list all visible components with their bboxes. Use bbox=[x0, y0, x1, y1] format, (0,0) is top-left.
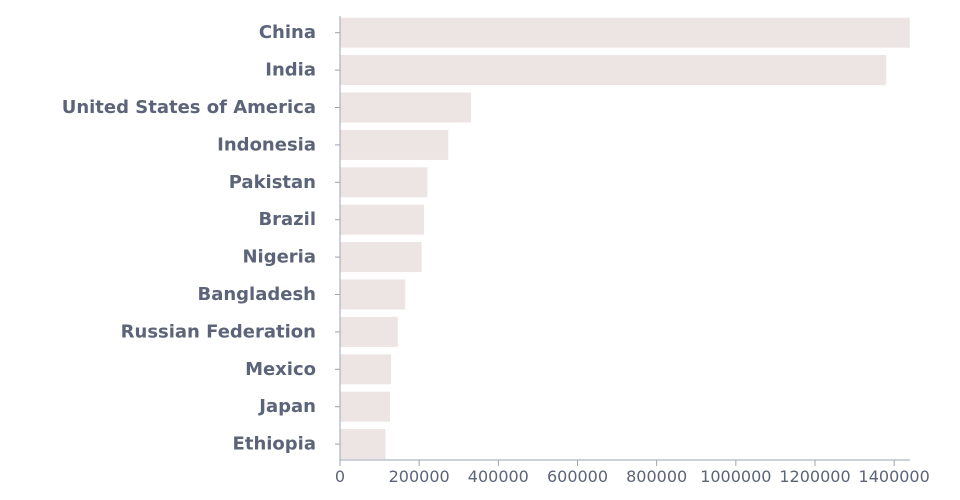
x-axis: 0 200000 400000 600000 800000 1000000 1200000 1… bbox=[335, 459, 930, 486]
bar-india bbox=[340, 55, 887, 86]
x-tick-label: 800000 bbox=[626, 467, 687, 486]
bar-russian-federation bbox=[340, 316, 398, 347]
category-label: Pakistan bbox=[229, 172, 316, 193]
x-tick-label: 1400000 bbox=[859, 467, 930, 486]
category-label: Ethiopia bbox=[233, 434, 316, 455]
y-axis: China India United States of America Indone… bbox=[62, 16, 341, 460]
x-tick-label: 600000 bbox=[547, 467, 608, 486]
x-tick-label: 200000 bbox=[389, 467, 450, 486]
x-tick-label: 1000000 bbox=[700, 467, 771, 486]
bar-nigeria bbox=[340, 242, 422, 273]
bar-ethiopia bbox=[340, 429, 386, 460]
bar-bangladesh bbox=[340, 279, 406, 310]
category-label: Japan bbox=[257, 396, 316, 417]
x-tick-label: 0 bbox=[335, 467, 345, 486]
x-tick-label: 400000 bbox=[468, 467, 529, 486]
bar-brazil bbox=[340, 204, 425, 235]
x-tick-label: 1200000 bbox=[779, 467, 850, 486]
bars-group bbox=[340, 17, 910, 460]
category-label: Brazil bbox=[258, 209, 316, 230]
category-label: India bbox=[265, 60, 316, 81]
bar-mexico bbox=[340, 354, 392, 385]
bar-indonesia bbox=[340, 129, 449, 160]
category-label: Bangladesh bbox=[197, 284, 316, 305]
category-label: Nigeria bbox=[242, 247, 316, 268]
bar-japan bbox=[340, 391, 391, 422]
category-label: United States of America bbox=[62, 97, 316, 118]
bar-pakistan bbox=[340, 167, 428, 198]
category-label: Russian Federation bbox=[121, 321, 316, 342]
category-label: Mexico bbox=[245, 359, 316, 380]
bar-china bbox=[340, 17, 910, 48]
category-label: Indonesia bbox=[217, 134, 316, 155]
category-label: China bbox=[259, 22, 316, 43]
bar-united-states-of-america bbox=[340, 92, 472, 123]
